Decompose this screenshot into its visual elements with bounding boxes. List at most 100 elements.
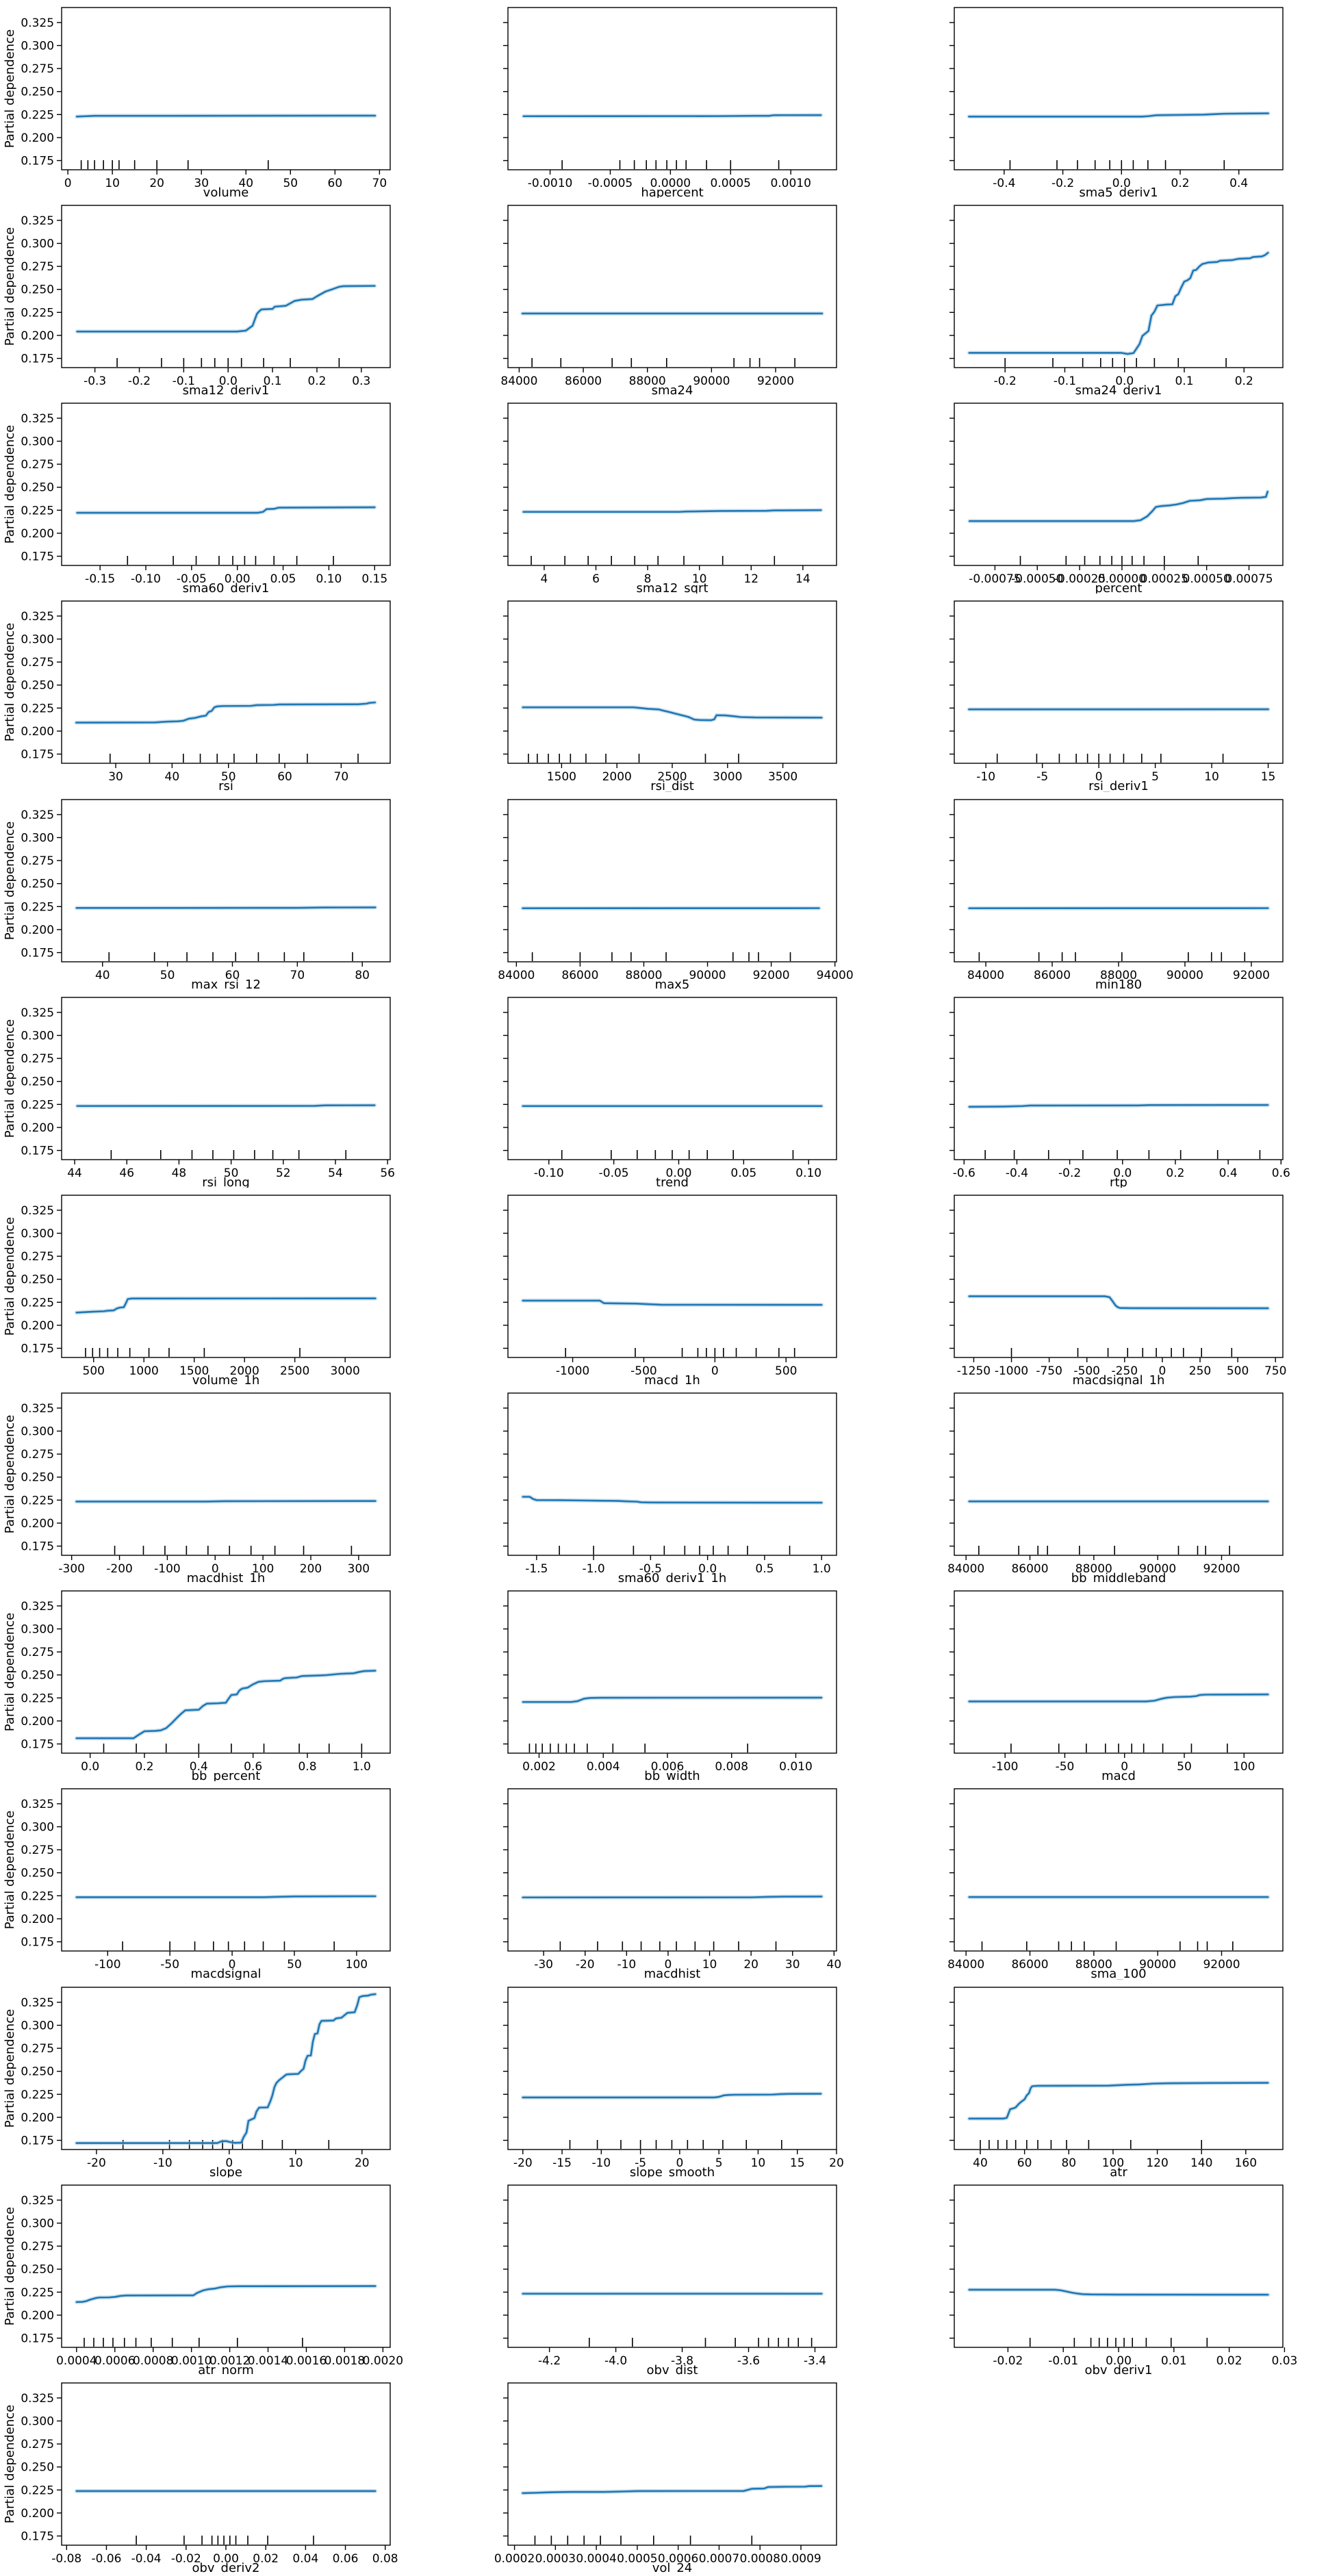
x-tick-label: 1500 (547, 770, 576, 784)
x-tick-label: 15 (1261, 770, 1276, 784)
x-axis-label: sma12_deriv1 (183, 383, 270, 396)
x-tick-label: 92000 (1203, 1562, 1240, 1576)
y-tick-label: 0.325 (21, 1995, 54, 2009)
x-tick-label: 84000 (967, 969, 1004, 982)
x-tick-label: -20 (87, 2156, 106, 2170)
y-tick-label: 0.250 (21, 1471, 54, 1485)
y-tick-label: 0.225 (21, 1494, 54, 1507)
axes-frame (508, 205, 837, 368)
x-tick-label: 6 (592, 572, 600, 586)
x-axis-label: sma60_deriv1_1h (618, 1571, 727, 1583)
x-tick-label: 0.004 (587, 1760, 620, 1774)
y-axis-label: Partial dependence (3, 2206, 17, 2325)
axes-frame (954, 1789, 1283, 1951)
x-tick-label: 44 (67, 1166, 82, 1180)
x-axis-label: rsi_long (202, 1175, 250, 1188)
y-tick-label: 0.200 (21, 2507, 54, 2521)
x-tick-label: -100 (94, 1958, 121, 1972)
x-tick-label: 46 (119, 1166, 134, 1180)
y-tick-label: 0.175 (21, 1342, 54, 1355)
y-tick-label: 0.200 (21, 2110, 54, 2124)
pdp-chart: 0.1750.2000.2250.2500.2750.3000.325-0.3-… (0, 198, 446, 396)
y-tick-label: 0.175 (21, 353, 54, 366)
x-axis-label: sma12_sqrt (636, 581, 708, 594)
axes-frame (954, 8, 1283, 170)
axes-frame (508, 997, 837, 1160)
axes-frame (62, 800, 390, 962)
x-axis-label: sma24_deriv1 (1075, 383, 1162, 396)
x-tick-label: 0.0016 (286, 2354, 327, 2368)
x-tick-label: -1000 (995, 1364, 1028, 1378)
y-tick-label: 0.175 (21, 2134, 54, 2147)
x-tick-label: 20 (355, 2156, 370, 2170)
x-tick-label: -10 (591, 2156, 611, 2170)
x-tick-label: 0.2 (135, 1760, 153, 1774)
y-tick-label: 0.250 (21, 1273, 54, 1287)
y-tick-label: 0.250 (21, 283, 54, 297)
x-tick-label: 70 (334, 770, 349, 784)
x-tick-label: -100 (992, 1760, 1019, 1774)
x-tick-label: 0.0005 (617, 2552, 657, 2566)
pdp-chart: 0.1750.2000.2250.2500.2750.3000.325-0.15… (0, 396, 446, 594)
pdp-chart: -0.00075-0.00050-0.000250.000000.000250.… (893, 396, 1339, 594)
x-tick-label: 0.0018 (324, 2354, 365, 2368)
x-tick-label: 92000 (1203, 1958, 1240, 1972)
y-axis-label: Partial dependence (3, 227, 17, 346)
x-tick-label: 70 (290, 969, 305, 982)
y-tick-label: 0.225 (21, 108, 54, 122)
axes-frame (62, 403, 390, 565)
x-tick-label: -200 (106, 1562, 133, 1576)
x-tick-label: -0.4 (1006, 1166, 1028, 1180)
x-tick-label: 10 (105, 177, 120, 190)
x-tick-label: 0.4 (1229, 177, 1248, 190)
x-axis-label: macdhist (644, 1967, 701, 1979)
x-tick-label: 48 (172, 1166, 187, 1180)
x-tick-label: 94000 (817, 969, 854, 982)
x-tick-label: 0.0020 (363, 2354, 403, 2368)
x-axis-label: bb_percent (192, 1769, 261, 1781)
y-tick-label: 0.225 (21, 505, 54, 518)
x-axis-label: obv_deriv2 (192, 2561, 259, 2573)
x-tick-label: 2500 (280, 1364, 309, 1378)
y-tick-label: 0.225 (21, 1296, 54, 1310)
x-tick-label: 100 (1233, 1760, 1255, 1774)
x-axis-label: sma24 (652, 383, 693, 396)
pdp-chart: 0.1750.2000.2250.2500.2750.3000.3250.000… (0, 2178, 446, 2375)
x-tick-label: 500 (775, 1364, 797, 1378)
x-axis-label: sma60_deriv1 (183, 581, 270, 594)
x-tick-label: 0.0008 (133, 2354, 173, 2368)
x-tick-label: 0.2 (307, 374, 326, 388)
y-tick-label: 0.275 (21, 2240, 54, 2254)
x-tick-label: 40 (827, 1958, 842, 1972)
y-tick-label: 0.175 (21, 1144, 54, 1158)
y-tick-label: 0.175 (21, 946, 54, 960)
x-tick-label: 50 (160, 969, 175, 982)
x-axis-label: trend (656, 1175, 689, 1188)
y-tick-label: 0.175 (21, 1738, 54, 1752)
x-tick-label: 0.10 (795, 1166, 821, 1180)
x-tick-label: 10 (288, 2156, 303, 2170)
axes-frame (954, 403, 1283, 565)
x-tick-label: 120 (1146, 2156, 1168, 2170)
axes-frame (62, 2185, 390, 2347)
axes-frame (508, 1195, 837, 1357)
y-tick-label: 0.250 (21, 481, 54, 495)
axes-frame (954, 1393, 1283, 1555)
